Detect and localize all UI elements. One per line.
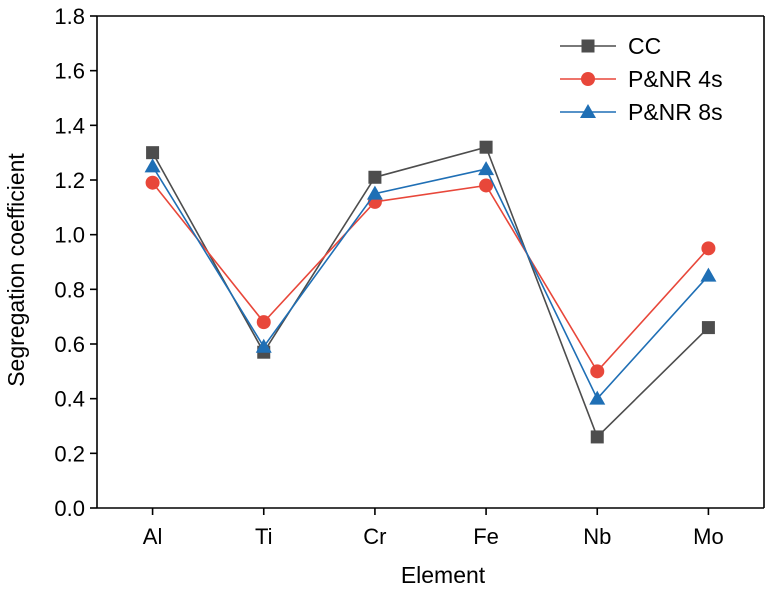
series-cc — [146, 140, 715, 444]
data-point — [256, 315, 271, 330]
x-tick-label: Fe — [473, 524, 499, 549]
data-point — [368, 170, 382, 184]
series-p-nr-8s — [144, 158, 717, 405]
data-point — [700, 267, 717, 282]
data-point — [478, 161, 495, 176]
legend-label: P&NR 8s — [628, 99, 723, 125]
data-point — [146, 146, 160, 160]
x-tick-label: Ti — [255, 524, 273, 549]
legend-label: P&NR 4s — [628, 66, 723, 92]
x-axis-title: Element — [401, 562, 486, 588]
x-tick-label: Cr — [363, 524, 386, 549]
data-point — [701, 241, 716, 256]
y-tick-label: 0.0 — [54, 496, 85, 521]
data-point — [479, 178, 494, 193]
legend-item: P&NR 4s — [560, 66, 723, 92]
y-tick-label: 0.2 — [54, 441, 85, 466]
y-tick-label: 0.4 — [54, 387, 85, 412]
x-tick-label: Mo — [693, 524, 724, 549]
legend-marker — [580, 104, 596, 118]
legend-marker — [581, 72, 595, 86]
legend-item: P&NR 8s — [560, 99, 723, 125]
series-line — [151, 182, 710, 373]
y-axis-title: Segregation coefficient — [3, 153, 29, 387]
y-tick-label: 1.8 — [54, 4, 85, 29]
y-tick-label: 1.0 — [54, 223, 85, 248]
data-point — [255, 338, 272, 353]
y-tick-label: 1.6 — [54, 59, 85, 84]
legend-item: CC — [560, 33, 661, 59]
data-point — [144, 158, 161, 173]
series-p-nr-4s — [145, 175, 716, 379]
data-point — [590, 364, 605, 379]
data-point — [589, 390, 606, 405]
data-point — [701, 321, 715, 335]
axes: 0.0 0.2 0.4 0.6 0.8 1.0 1.2 1.4 1.6 1.8 Al Ti Cr Fe Nb… — [54, 4, 765, 549]
y-tick-label: 0.6 — [54, 332, 85, 357]
data-point — [590, 430, 604, 444]
x-tick-label: Al — [143, 524, 163, 549]
legend-label: CC — [628, 33, 661, 59]
legend-marker — [581, 39, 595, 53]
y-tick-label: 1.2 — [54, 168, 85, 193]
legend: CC P&NR 4s P&NR 8s — [560, 33, 723, 125]
data-point — [145, 175, 160, 190]
y-tick-label: 0.8 — [54, 277, 85, 302]
x-tick-label: Nb — [583, 524, 611, 549]
data-point — [479, 140, 493, 154]
series-line — [151, 146, 709, 439]
y-tick-label: 1.4 — [54, 113, 85, 138]
series-layer — [144, 140, 717, 444]
series-line — [151, 165, 710, 401]
data-point — [366, 185, 383, 200]
